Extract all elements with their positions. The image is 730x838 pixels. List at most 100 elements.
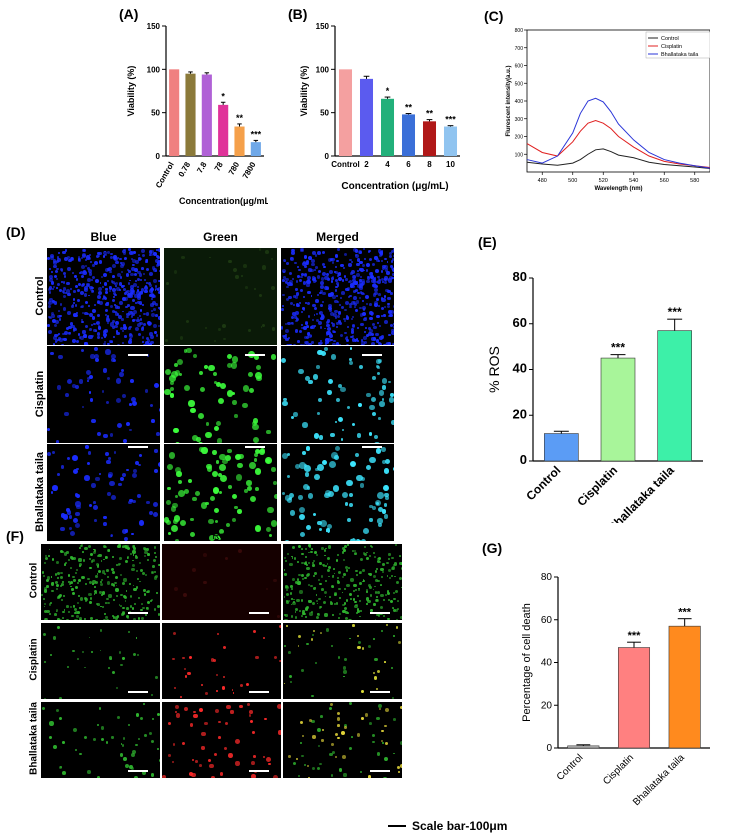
cell-dot [216,633,219,636]
cell-dot [96,603,100,606]
cell-dot [246,485,253,492]
cell-dot [209,256,211,259]
cell-dot [118,544,121,547]
cell-dot [105,302,110,307]
cell-dot [123,326,128,330]
cell-dot [114,260,119,265]
cell-dot [349,460,357,468]
cell-dot [297,634,302,639]
cell-dot [332,485,340,492]
cell-dot [393,718,396,721]
cell-dot [377,506,384,513]
cell-dot [118,482,122,487]
cell-dot [43,597,46,600]
cell-dot [114,284,117,288]
cell-dot [92,580,96,584]
cell-dot [381,447,386,452]
cell-dot [148,342,152,345]
cell-dot [114,312,119,316]
cell-dot [265,588,268,591]
significance-label: *** [668,305,682,319]
cell-dot [327,278,330,281]
cell-dot [158,563,160,567]
cell-dot [158,279,160,283]
cell-dot [179,519,187,527]
cell-dot [78,336,82,340]
panel-label-b: (B) [288,6,308,22]
cell-dot [384,306,387,309]
cell-dot [191,772,196,777]
cell-dot [110,494,116,500]
cell-dot [360,338,364,342]
cell-dot [133,588,137,592]
scale-bar [245,446,265,448]
cell-dot [124,335,127,338]
cell-dot [135,259,140,264]
cell-dot [51,582,55,586]
cell-dot [60,575,64,579]
cell-dot [84,475,90,481]
cell-dot [365,591,368,594]
cell-dot [378,304,381,307]
cell-dot [72,455,78,462]
cell-dot [356,273,360,277]
cell-dot [294,581,299,585]
cell-dot [388,553,391,556]
cell-dot [332,574,335,577]
cell-dot [66,289,71,294]
cell-dot [310,584,314,588]
cell-dot [201,447,208,454]
cell-dot [281,326,284,329]
cell-dot [92,558,96,562]
cell-dot [188,400,195,407]
cell-dot [388,251,393,256]
cell-dot [241,275,244,278]
bar [218,104,229,156]
cell-dot [218,720,221,724]
cell-dot [228,753,233,758]
cell-dot [294,616,298,619]
cell-dot [362,269,365,272]
cell-dot [114,616,118,620]
cell-dot [376,359,381,364]
cell-dot [59,593,63,597]
cell-dot [316,727,321,732]
cell-dot [193,713,198,719]
cell-dot [262,755,266,758]
cell-dot [88,272,93,277]
cell-dot [297,560,300,563]
cell-dot [387,618,390,620]
cell-dot [307,776,310,778]
cell-dot [291,322,293,325]
cell-dot [153,608,157,612]
cell-dot [291,587,294,590]
cell-dot [71,556,75,560]
cell-dot [56,561,59,564]
cell-dot [301,615,303,617]
cell-dot [359,279,362,282]
cell-dot [138,254,141,257]
cell-dot [254,458,258,462]
cell-dot [390,310,394,314]
cell-dot [321,460,327,466]
cell-dot [281,492,285,496]
cell-dot [80,305,84,309]
cell-dot [93,303,97,307]
cell-dot [346,544,349,546]
cell-dot [66,456,71,461]
cell-dot [98,287,103,292]
cell-dot [123,248,126,251]
cell-dot [107,301,110,304]
cell-dot [131,258,137,263]
cell-dot [111,556,114,559]
cell-dot [381,270,384,273]
cell-dot [132,652,136,656]
cell-dot [133,319,136,322]
micrograph-cisplatin-merged [283,623,402,699]
cell-dot [348,637,351,640]
cell-dot [79,597,83,601]
cell-dot [351,328,355,332]
category-label: 7800 [241,160,258,180]
cell-dot [100,737,105,741]
cell-dot [145,614,148,617]
